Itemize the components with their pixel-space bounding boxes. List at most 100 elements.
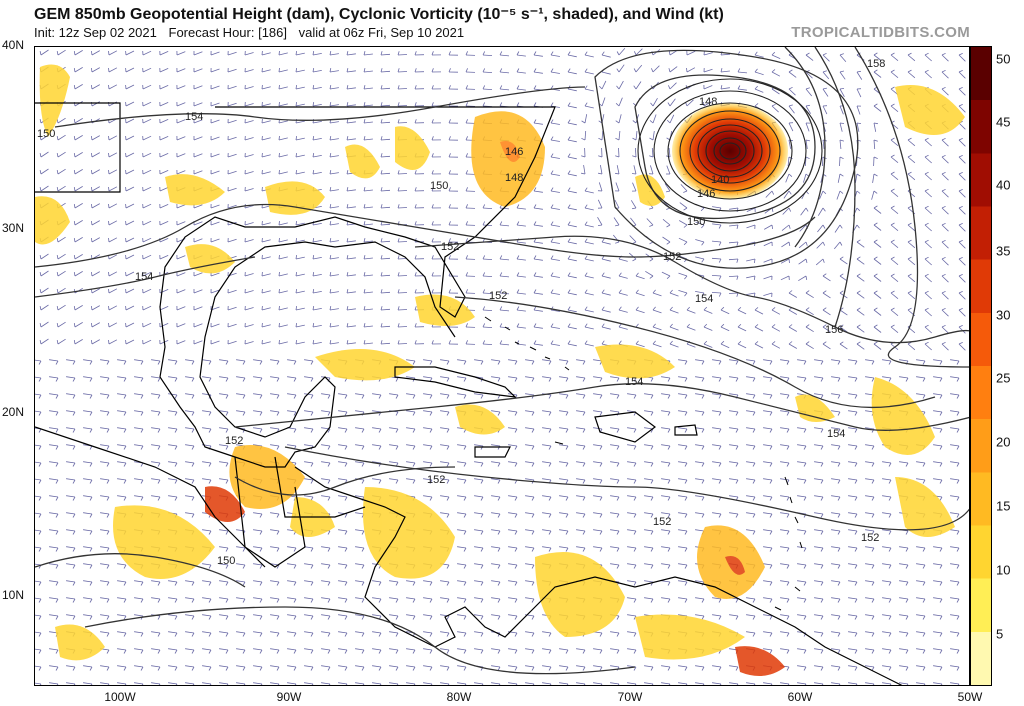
wind-barb bbox=[780, 580, 790, 583]
wind-barb-flag bbox=[600, 683, 603, 685]
wind-barb bbox=[270, 376, 280, 379]
wind-barb-flag bbox=[907, 239, 912, 243]
wind-barb bbox=[916, 648, 926, 651]
wind-barb bbox=[270, 597, 280, 600]
wind-barb-flag bbox=[720, 323, 725, 328]
wind-barb-flag bbox=[89, 547, 93, 552]
wind-barb bbox=[890, 156, 899, 164]
wind-barb bbox=[363, 53, 373, 56]
wind-barb-flag bbox=[91, 50, 93, 56]
wind-barb-flag bbox=[669, 323, 673, 328]
wind-barb-flag bbox=[38, 666, 42, 671]
wind-barb-flag bbox=[839, 273, 844, 277]
wind-barb-flag bbox=[363, 119, 366, 124]
wind-barb bbox=[270, 648, 280, 651]
wind-barb bbox=[142, 305, 152, 311]
wind-barb bbox=[278, 137, 288, 141]
wind-barb-flag bbox=[822, 341, 827, 345]
wind-barb-flag bbox=[108, 152, 110, 158]
wind-barb bbox=[644, 597, 654, 600]
wind-barb bbox=[159, 323, 169, 328]
wind-barb-flag bbox=[941, 239, 946, 243]
wind-barb bbox=[304, 410, 314, 413]
wind-barb bbox=[474, 461, 484, 464]
wind-barb bbox=[125, 50, 135, 56]
wind-barb-flag bbox=[888, 547, 892, 552]
wind-barb bbox=[66, 359, 76, 362]
wind-barb-flag bbox=[106, 513, 110, 518]
wind-barb bbox=[185, 580, 195, 583]
wind-barb-flag bbox=[208, 428, 212, 433]
wind-barb bbox=[57, 287, 66, 294]
wind-barb bbox=[712, 444, 722, 447]
wind-barb bbox=[83, 614, 93, 617]
wind-barb-flag bbox=[446, 445, 450, 450]
wind-barb bbox=[958, 173, 966, 181]
wind-barb-flag bbox=[854, 666, 858, 671]
wind-barb-flag bbox=[633, 530, 637, 535]
wind-barb bbox=[924, 326, 932, 334]
wind-barb-flag bbox=[397, 323, 400, 328]
wind-barb-flag bbox=[482, 51, 486, 56]
wind-barb-flag bbox=[55, 377, 59, 382]
wind-barb bbox=[950, 665, 960, 668]
wind-barb-flag bbox=[295, 102, 297, 107]
wind-barb-flag bbox=[905, 564, 909, 569]
wind-barb bbox=[703, 85, 713, 90]
wind-barb-flag bbox=[837, 496, 841, 501]
wind-barb bbox=[40, 253, 49, 260]
wind-barb-flag bbox=[72, 496, 76, 501]
wind-barb bbox=[244, 324, 254, 328]
wind-barb bbox=[193, 51, 203, 56]
wind-barb bbox=[185, 444, 195, 447]
wind-barb bbox=[907, 258, 916, 266]
wind-barb bbox=[151, 444, 161, 447]
wind-barb bbox=[278, 103, 288, 107]
wind-barb-flag bbox=[448, 153, 451, 158]
wind-barb bbox=[542, 359, 552, 362]
wind-barb-flag bbox=[856, 156, 861, 159]
wind-barb bbox=[814, 495, 824, 498]
wind-barb-flag bbox=[922, 581, 926, 586]
wind-barb bbox=[644, 665, 654, 668]
wind-barb-flag bbox=[516, 68, 520, 73]
wind-barb-flag bbox=[38, 462, 42, 467]
wind-barb-flag bbox=[259, 581, 263, 586]
wind-barb-flag bbox=[465, 272, 468, 277]
wind-barb bbox=[763, 495, 773, 498]
wind-barb bbox=[261, 171, 271, 175]
wind-barb-flag bbox=[890, 171, 895, 175]
wind-barb bbox=[270, 393, 280, 396]
wind-barb bbox=[100, 563, 110, 566]
wind-barb-flag bbox=[259, 632, 263, 637]
wind-barb-flag bbox=[259, 513, 263, 518]
wind-barb-flag bbox=[923, 683, 926, 685]
wind-barb-flag bbox=[89, 428, 93, 433]
wind-barb bbox=[950, 648, 960, 651]
wind-barb bbox=[91, 135, 100, 141]
wind-barb bbox=[380, 206, 391, 209]
wind-barb bbox=[754, 54, 764, 58]
wind-barb-flag bbox=[295, 85, 297, 90]
wind-barb-flag bbox=[242, 666, 246, 671]
wind-barb bbox=[712, 478, 722, 481]
wind-barb bbox=[389, 631, 399, 634]
wind-barb bbox=[958, 105, 966, 113]
wind-barb-flag bbox=[533, 306, 537, 311]
wind-barb-flag bbox=[533, 221, 537, 226]
wind-barb-flag bbox=[465, 170, 468, 175]
wind-barb bbox=[516, 54, 526, 57]
wind-barb-flag bbox=[191, 479, 195, 484]
wind-barb-flag bbox=[158, 683, 161, 685]
wind-barb bbox=[576, 495, 586, 498]
wind-barb bbox=[491, 359, 501, 362]
wind-barb-flag bbox=[448, 204, 451, 209]
wind-barb-flag bbox=[395, 479, 399, 484]
wind-barb bbox=[576, 444, 586, 447]
wind-barb bbox=[278, 256, 288, 260]
wind-barb-flag bbox=[601, 289, 605, 294]
wind-barb bbox=[304, 597, 314, 600]
wind-barb-flag bbox=[429, 666, 433, 671]
wind-barb-flag bbox=[312, 136, 315, 141]
wind-barb bbox=[610, 682, 620, 685]
